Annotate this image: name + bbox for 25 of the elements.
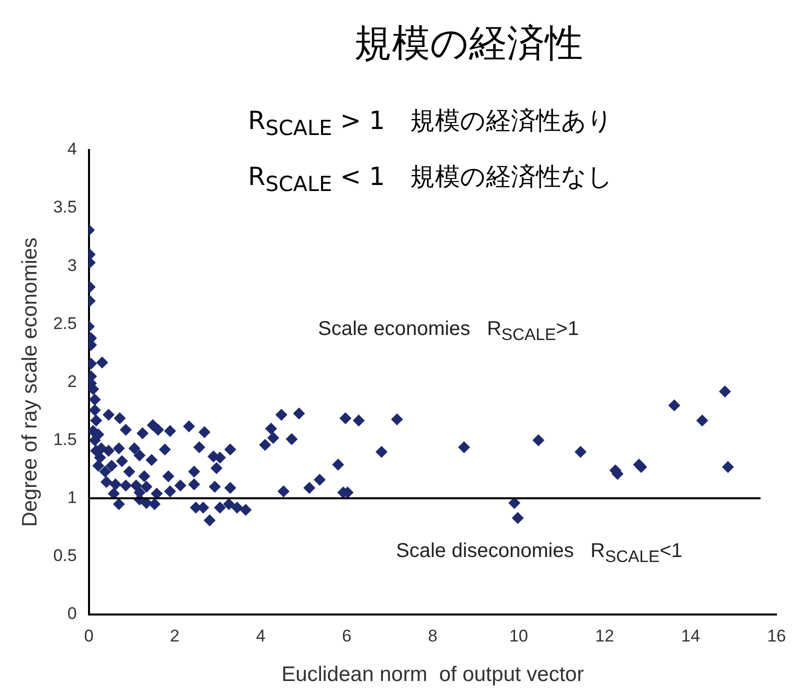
y-axis-title: Degree of ray scale economies	[18, 237, 42, 527]
x-tick-label: 8	[428, 626, 438, 646]
y-tick-label: 2.5	[53, 314, 77, 333]
y-tick-label: 3	[67, 256, 77, 275]
x-tick-label: 10	[509, 626, 528, 646]
y-tick-label: 1	[67, 488, 77, 507]
annotation: Scale diseconomies R$_{SCALE}$<1	[396, 540, 682, 567]
chart-title: 規模の経済性	[353, 20, 584, 67]
y-tick-label: 3.5	[53, 198, 77, 217]
y-tick-label: 0.5	[53, 546, 77, 566]
text: R$_{SCALE}$ > 1 規模の経済性あり	[248, 105, 613, 140]
x-tick-label: 16	[767, 626, 786, 646]
x-tick-label: 6	[342, 626, 352, 646]
y-tick-label: 1.5	[53, 430, 77, 449]
y-tick-label: 4	[67, 140, 77, 159]
x-tick-label: 4	[256, 626, 266, 646]
annotation: Scale economies R$_{SCALE}$>1	[318, 318, 579, 345]
x-axis-title: Euclidean norm of output vector	[282, 663, 584, 686]
x-tick-label: 0	[84, 626, 94, 646]
x-tick-label: 12	[595, 626, 614, 646]
annotation: R$_{SCALE}$ < 1 規模の経済性なし	[248, 161, 613, 196]
y-tick-label: 2	[67, 372, 77, 391]
x-tick-label: 2	[170, 626, 180, 646]
x-tick-label: 14	[681, 626, 700, 646]
y-tick-label: 0	[67, 604, 77, 624]
